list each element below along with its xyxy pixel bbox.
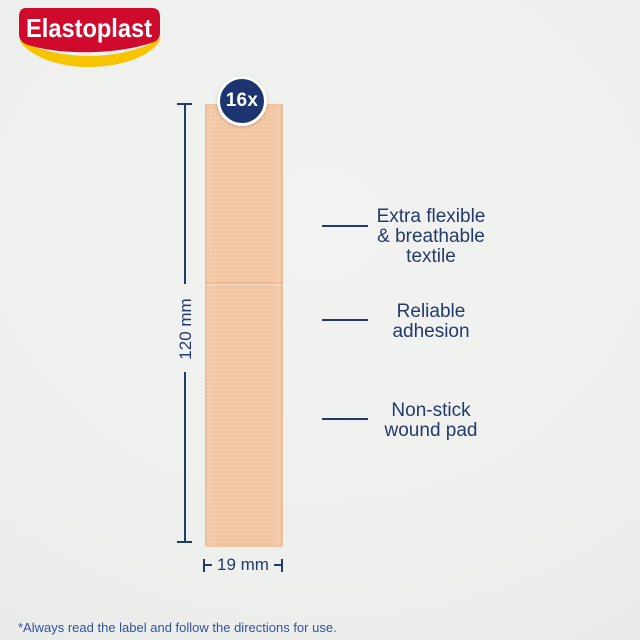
callout-line-wound-pad [322, 418, 368, 420]
length-dimension-line-lower [184, 372, 186, 542]
callout-textile: Extra flexible & breathable textile [363, 207, 499, 267]
logo-red-shield [19, 8, 160, 53]
callout-adhesion-line-1: Reliable [396, 301, 466, 322]
width-dimension: 19 mm [197, 555, 289, 574]
width-dimension-label: 19 mm [217, 555, 269, 574]
callout-wound-pad-line-1: Non-stick [391, 400, 471, 421]
count-badge-label: 16x [225, 90, 259, 111]
count-badge: 16x [217, 76, 267, 126]
plaster-seam [205, 282, 283, 285]
callout-textile-line-3: textile [406, 246, 456, 267]
callout-line-adhesion [322, 319, 368, 321]
callout-textile-line-2: & breathable [377, 226, 485, 247]
callout-adhesion: Reliable adhesion [363, 302, 499, 342]
plaster-strip-image [205, 104, 283, 547]
disclaimer-text: *Always read the label and follow the di… [18, 620, 337, 635]
length-dimension-bottom-cap [177, 541, 192, 543]
callout-wound-pad: Non-stick wound pad [363, 401, 499, 441]
callout-adhesion-line-2: adhesion [392, 321, 470, 342]
width-dimension-right-cap [273, 558, 283, 572]
length-dimension-label: 120 mm [176, 298, 195, 360]
callout-line-textile [322, 225, 368, 227]
elastoplast-logo: Elastoplast [19, 8, 161, 68]
width-dimension-left-cap [203, 558, 213, 572]
logo-brand-text: Elastoplast [26, 13, 152, 43]
callout-textile-line-1: Extra flexible [376, 206, 486, 227]
callout-wound-pad-line-2: wound pad [384, 420, 478, 441]
logo-swoosh-icon [19, 38, 161, 68]
length-dimension-line-upper [184, 104, 186, 284]
